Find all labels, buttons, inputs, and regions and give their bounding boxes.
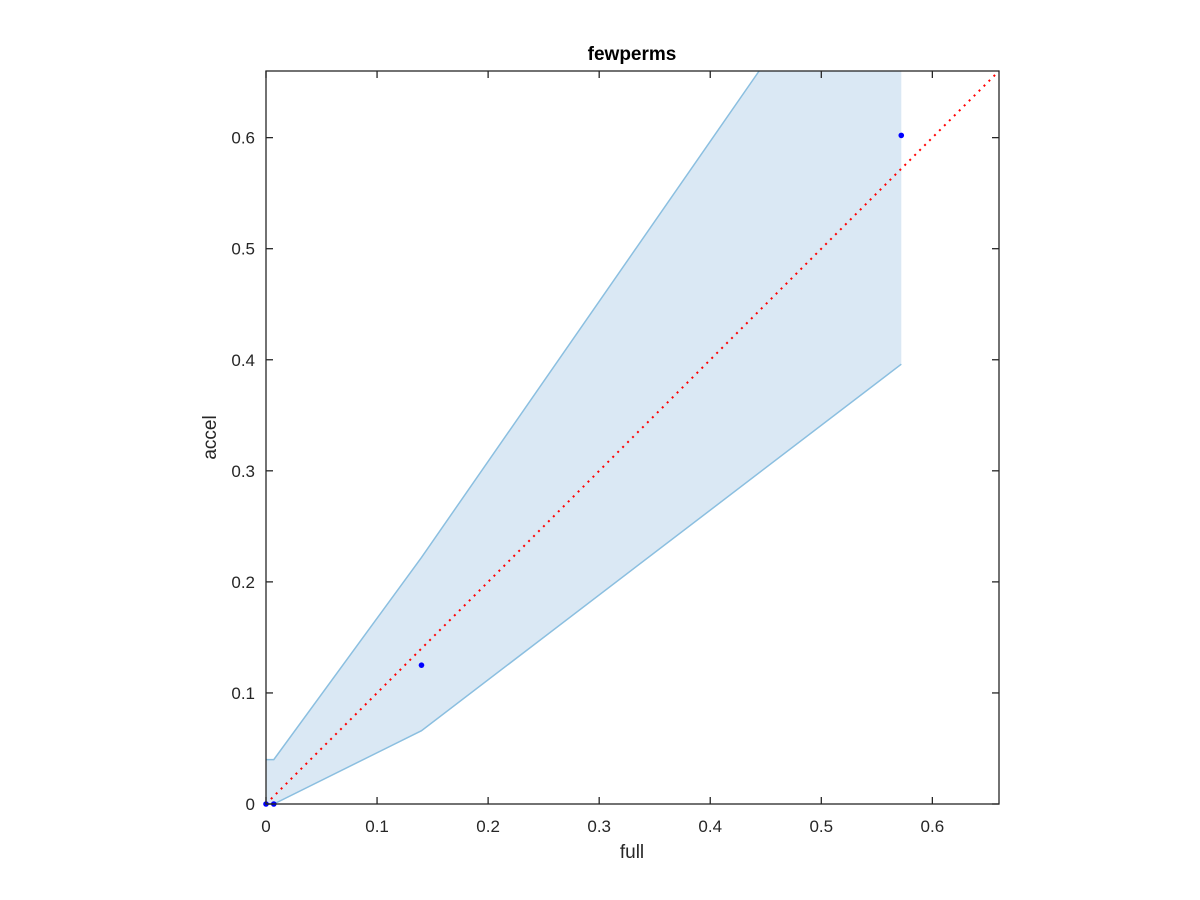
x-tick-label: 0.1 <box>365 817 389 836</box>
reference-line-layer <box>265 70 1000 805</box>
band-upper-edge <box>266 70 760 761</box>
x-tick-label: 0.2 <box>476 817 500 836</box>
confidence-band-fill <box>266 71 902 804</box>
y-tick-label: 0 <box>246 795 255 814</box>
plot-area: 0 0.1 0.2 0.3 0.4 0.5 0.6 0 0.1 0.2 0.3 0.4 0.5 0.6 <box>231 70 1000 836</box>
x-tick-labels: 0 0.1 0.2 0.3 0.4 0.5 0.6 <box>261 817 944 836</box>
data-point <box>418 662 425 668</box>
x-axis-label: full <box>620 842 644 863</box>
reference-line <box>265 70 1000 805</box>
y-tick-label: 0.3 <box>231 462 255 481</box>
x-tick-label: 0.6 <box>921 817 945 836</box>
x-tick-label: 0.3 <box>587 817 611 836</box>
x-tick-label: 0 <box>261 817 270 836</box>
y-tick-label: 0.2 <box>231 573 255 592</box>
x-tick-label: 0.4 <box>698 817 722 836</box>
y-tick-label: 0.1 <box>231 684 255 703</box>
axes-frame <box>265 70 1000 805</box>
axes-box <box>265 70 1000 805</box>
tick-marks <box>265 71 999 805</box>
chart-title: fewperms <box>588 44 677 65</box>
y-axis-label: accel <box>200 415 221 459</box>
y-tick-label: 0.4 <box>231 351 255 370</box>
y-tick-label: 0.5 <box>231 240 255 259</box>
x-tick-label: 0.5 <box>809 817 833 836</box>
y-tick-labels: 0 0.1 0.2 0.3 0.4 0.5 0.6 <box>231 129 255 814</box>
data-point <box>898 132 905 139</box>
y-tick-label: 0.6 <box>231 129 255 148</box>
